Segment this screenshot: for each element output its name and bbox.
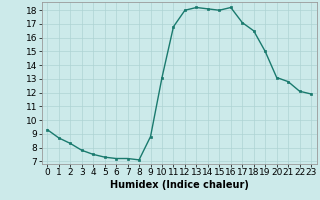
X-axis label: Humidex (Indice chaleur): Humidex (Indice chaleur) [110, 180, 249, 190]
